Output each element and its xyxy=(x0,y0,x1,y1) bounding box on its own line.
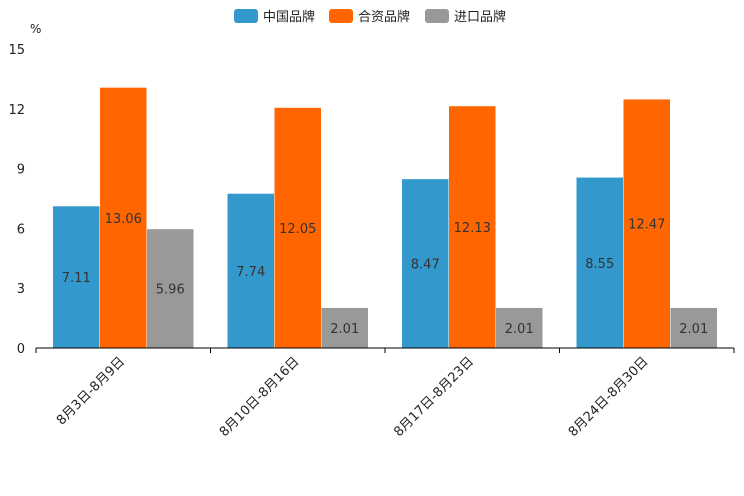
legend: 中国品牌 合资品牌 进口品牌 xyxy=(234,9,506,25)
data-label: 8.47 xyxy=(411,258,440,273)
bar xyxy=(227,193,274,348)
bar xyxy=(53,206,100,348)
bar xyxy=(100,87,147,349)
y-axis: 0 3 6 9 12 15 xyxy=(8,43,25,357)
y-tick-label: 12 xyxy=(8,103,25,118)
data-label: 2.01 xyxy=(505,322,534,337)
y-tick-label: 6 xyxy=(17,222,25,237)
data-label: 7.74 xyxy=(236,265,265,280)
plot-area: 7.11 13.06 5.96 7.74 12.05 2.01 8.47 12.13 2.01 8… xyxy=(53,87,717,349)
data-label: 2.01 xyxy=(679,322,708,337)
data-label: 12.05 xyxy=(279,222,316,237)
x-tick-label: 8月17日-8月23日 xyxy=(391,354,477,440)
data-label: 13.06 xyxy=(105,212,142,227)
data-label: 2.01 xyxy=(330,322,359,337)
bar xyxy=(274,107,321,348)
bar xyxy=(623,99,670,348)
bar xyxy=(576,177,623,348)
bar xyxy=(496,307,543,348)
bar xyxy=(449,106,496,348)
bar xyxy=(670,307,717,348)
data-label: 12.47 xyxy=(628,218,665,233)
bar xyxy=(321,307,368,348)
x-axis: 8月3日-8月9日 8月10日-8月16日 8月17日-8月23日 8月24日-8月3… xyxy=(35,348,735,440)
bar xyxy=(147,229,194,348)
x-tick-label: 8月3日-8月9日 xyxy=(54,354,128,428)
y-tick-label: 3 xyxy=(17,282,25,297)
legend-label: 合资品牌 xyxy=(358,9,410,25)
y-tick-label: 9 xyxy=(17,163,25,178)
x-tick-label: 8月10日-8月16日 xyxy=(217,354,303,440)
bar xyxy=(402,179,449,348)
legend-swatch xyxy=(329,9,353,23)
legend-swatch xyxy=(425,9,449,23)
data-label: 8.55 xyxy=(585,257,614,272)
legend-label: 进口品牌 xyxy=(454,9,506,25)
y-axis-unit-label: % xyxy=(30,22,41,36)
y-tick-label: 0 xyxy=(17,342,25,357)
data-label: 5.96 xyxy=(156,283,185,298)
data-label: 12.13 xyxy=(454,221,491,236)
x-tick-label: 8月24日-8月30日 xyxy=(566,354,652,440)
legend-label: 中国品牌 xyxy=(263,9,315,25)
y-tick-label: 15 xyxy=(8,43,25,58)
data-label: 7.11 xyxy=(62,271,91,286)
legend-swatch xyxy=(234,9,258,23)
